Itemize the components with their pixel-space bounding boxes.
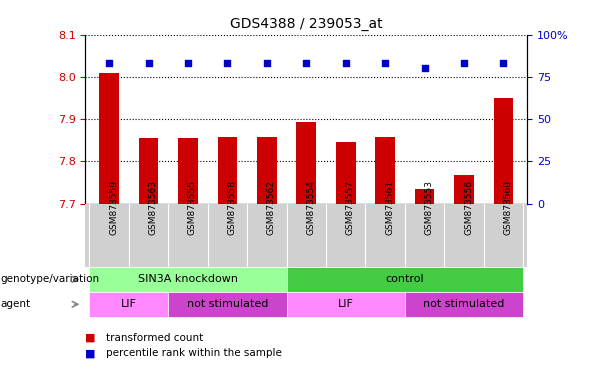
Text: GSM873559: GSM873559 [109,180,118,235]
Bar [99,73,119,204]
Bar [296,122,316,204]
Text: GSM873558: GSM873558 [227,180,236,235]
Point [420,65,429,71]
Text: not stimulated: not stimulated [423,299,505,310]
Text: GSM873561: GSM873561 [385,180,394,235]
Point [223,60,232,66]
Bar [375,137,395,204]
Text: GSM873555: GSM873555 [188,180,197,235]
Text: ■: ■ [85,333,96,343]
Point [302,60,311,66]
Bar [494,98,514,204]
Text: percentile rank within the sample: percentile rank within the sample [106,348,282,358]
Bar [415,189,435,204]
Text: not stimulated: not stimulated [187,299,268,310]
Point [341,60,350,66]
Bar [217,137,237,204]
Point [459,60,469,66]
Text: SIN3A knockdown: SIN3A knockdown [138,274,238,285]
Title: GDS4388 / 239053_at: GDS4388 / 239053_at [230,17,383,31]
Text: GSM873563: GSM873563 [148,180,157,235]
Bar [454,175,474,204]
Text: GSM873554: GSM873554 [306,180,315,235]
Text: GSM873557: GSM873557 [346,180,355,235]
Text: agent: agent [0,299,30,310]
Bar [257,137,277,204]
Point [499,60,508,66]
Text: GSM873556: GSM873556 [464,180,473,235]
Text: LIF: LIF [121,299,137,310]
Point [380,60,390,66]
Point [262,60,272,66]
Point [104,60,114,66]
Text: ■: ■ [85,348,96,358]
Bar [178,138,198,204]
Text: GSM873560: GSM873560 [504,180,512,235]
Point [183,60,193,66]
Bar [336,142,356,204]
Text: GSM873553: GSM873553 [425,180,434,235]
Text: GSM873562: GSM873562 [267,180,276,235]
Text: transformed count: transformed count [106,333,203,343]
Point [144,60,153,66]
Text: control: control [386,274,424,285]
Bar [138,138,158,204]
Text: LIF: LIF [337,299,353,310]
Text: genotype/variation: genotype/variation [0,274,99,285]
